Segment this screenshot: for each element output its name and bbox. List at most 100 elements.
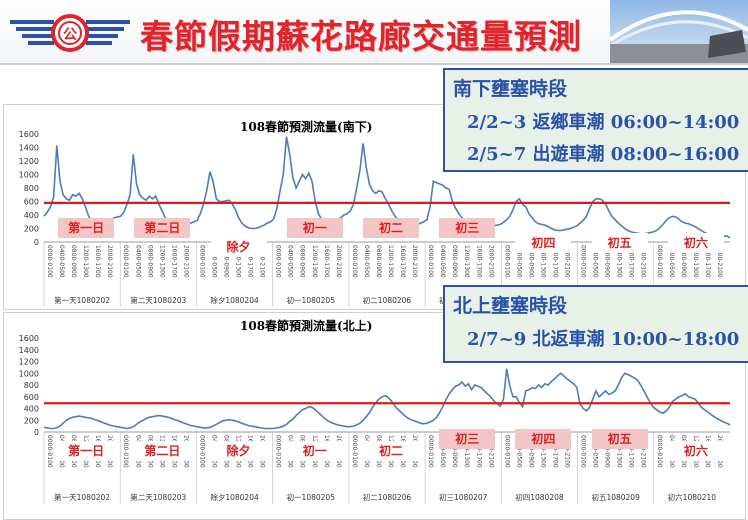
south-time-tick-label: 1200-1300 xyxy=(692,245,699,278)
south-ytick-label: 0 xyxy=(34,238,39,247)
south-time-tick-label: 1600-1700 xyxy=(551,245,558,278)
north-time-tick-label: 1600-1700 xyxy=(475,435,482,468)
south-time-tick-label: 0800-0900 xyxy=(299,245,306,278)
north-day-tag: 第一日 xyxy=(58,441,115,461)
north-time-tick-label: 0000-0100 xyxy=(46,435,53,468)
north-time-tick-label: 0400-0500 xyxy=(515,435,522,468)
south-time-tick-label: 0400-0500 xyxy=(592,245,599,278)
south-time-tick-label: 1600-1700 xyxy=(475,245,482,278)
north-time-tick-label: 2000-2100 xyxy=(487,435,494,468)
south-time-tick-label: 1200-1300 xyxy=(387,245,394,278)
north-time-tick-label: 0000-0100 xyxy=(427,435,434,468)
north-day-label: 初一1080205 xyxy=(287,492,336,502)
north-time-tick-label: 0000-0100 xyxy=(580,435,587,468)
north-congestion-box: 北上壅塞時段 2/7~9 北返車潮 10:00~18:00 xyxy=(443,285,748,363)
south-time-tick-label: 1200-1300 xyxy=(235,245,242,278)
north-time-tick-label: 0000-0100 xyxy=(198,435,205,468)
north-time-tick-label: 0400-0500 xyxy=(592,435,599,468)
north-time-tick-label: 2000-2100 xyxy=(640,435,647,468)
south-time-tick-label: 2000-2100 xyxy=(259,245,266,278)
north-day-tag: 初三 xyxy=(439,429,496,449)
north-ytick-label: 800 xyxy=(24,381,39,390)
south-day-tag: 初三 xyxy=(439,218,496,238)
south-time-tick-label: 0400-0500 xyxy=(439,245,446,278)
south-time-tick-label: 1600-1700 xyxy=(704,245,711,278)
south-time-tick-label: 0000-0100 xyxy=(656,245,663,278)
south-time-tick-label: 1200-1300 xyxy=(158,245,165,278)
south-day-label: 初一1080205 xyxy=(287,295,336,305)
north-day-label: 第二天1080203 xyxy=(130,492,186,502)
bridge-photo xyxy=(610,0,748,64)
south-time-tick-label: 0400-0500 xyxy=(134,245,141,278)
south-day-label: 初二1080206 xyxy=(363,295,412,305)
north-time-tick-label: 1200-1300 xyxy=(539,435,546,468)
logo-text: 公 xyxy=(63,27,77,43)
north-ytick-label: 600 xyxy=(24,393,39,402)
south-time-tick-label: 2000-2100 xyxy=(564,245,571,278)
south-time-tick-label: 0000-0100 xyxy=(503,245,510,278)
south-day-tag: 第二日 xyxy=(134,218,191,238)
south-time-tick-label: 0800-0900 xyxy=(146,245,153,278)
south-time-tick-label: 2000-2100 xyxy=(640,245,647,278)
north-day-label: 初五1080209 xyxy=(591,492,640,502)
south-time-tick-label: 1600-1700 xyxy=(323,245,330,278)
south-time-tick-label: 2000-2100 xyxy=(335,245,342,278)
north-day-tag: 初四 xyxy=(515,429,572,449)
south-time-tick-label: 1600-1700 xyxy=(94,245,101,278)
south-time-tick-label: 2000-2100 xyxy=(106,245,113,278)
south-chart-title: 108春節預測流量(南下) xyxy=(240,120,373,134)
north-day-label: 初三1080207 xyxy=(439,492,488,502)
north-day-label: 初四1080208 xyxy=(515,492,564,502)
north-day-tag: 初五 xyxy=(591,429,648,449)
south-time-tick-label: 0800-0900 xyxy=(375,245,382,278)
south-day-tag: 初五 xyxy=(591,233,648,253)
south-ytick-label: 1200 xyxy=(19,157,39,166)
south-time-tick-label: 0400-0500 xyxy=(515,245,522,278)
page-title: 春節假期蘇花路廊交通量預測 xyxy=(140,17,582,56)
north-day-label: 除夕1080204 xyxy=(210,492,259,502)
north-box-line-1: 2/7~9 北返車潮 10:00~18:00 xyxy=(467,329,740,350)
south-time-tick-label: 1600-1700 xyxy=(628,245,635,278)
north-time-tick-label: 0800-0900 xyxy=(451,435,458,468)
north-time-tick-label: 1200-1300 xyxy=(616,435,623,468)
north-time-tick-label: 2000-2100 xyxy=(564,435,571,468)
south-day-tag: 初六 xyxy=(667,233,724,253)
north-day-label: 第一天1080202 xyxy=(54,492,110,502)
north-time-tick-label: 1600-1700 xyxy=(551,435,558,468)
south-box-line-2: 2/5~7 出遊車潮 08:00~16:00 xyxy=(467,144,740,165)
north-series-line xyxy=(43,368,731,430)
north-ytick-label: 1600 xyxy=(19,334,39,343)
north-time-tick-label: 0000-0100 xyxy=(275,435,282,468)
south-time-tick-label: 0800-0900 xyxy=(604,245,611,278)
south-time-tick-label: 2000-2100 xyxy=(182,245,189,278)
south-time-tick-label: 0000-0100 xyxy=(275,245,282,278)
north-day-tag: 初二 xyxy=(363,441,419,461)
north-ytick-label: 1200 xyxy=(19,358,39,367)
south-day-tag: 第一日 xyxy=(58,218,115,238)
south-time-tick-label: 0000-0100 xyxy=(580,245,587,278)
south-time-tick-label: 1600-1700 xyxy=(170,245,177,278)
south-time-tick-label: 0400-0500 xyxy=(58,245,65,278)
south-time-tick-label: 1200-1300 xyxy=(616,245,623,278)
north-ytick-label: 1400 xyxy=(19,346,39,355)
north-time-tick-label: 0000-0100 xyxy=(503,435,510,468)
south-ytick-label: 1400 xyxy=(19,144,39,153)
north-day-label: 初二1080206 xyxy=(363,492,412,502)
south-time-tick-label: 2000-2100 xyxy=(487,245,494,278)
north-time-tick-label: 1200-1300 xyxy=(463,435,470,468)
south-ytick-label: 1000 xyxy=(19,171,39,180)
south-time-tick-label: 1600-1700 xyxy=(399,245,406,278)
north-ytick-label: 400 xyxy=(24,405,39,414)
north-ytick-label: 200 xyxy=(24,416,39,425)
south-ytick-label: 200 xyxy=(24,225,39,234)
north-day-label: 初六1080210 xyxy=(668,492,717,502)
north-ytick-label: 1000 xyxy=(19,369,39,378)
south-time-tick-label: 1200-1300 xyxy=(311,245,318,278)
south-day-tag: 除夕 xyxy=(210,237,267,257)
south-congestion-box: 南下壅塞時段 2/2~3 返鄉車潮 06:00~14:00 2/5~7 出遊車潮… xyxy=(443,68,748,172)
south-time-tick-label: 0000-0100 xyxy=(427,245,434,278)
south-time-tick-label: 1600-1700 xyxy=(247,245,254,278)
header-divider xyxy=(0,63,748,65)
south-day-tag: 初二 xyxy=(363,218,419,238)
south-time-tick-label: 1200-1300 xyxy=(82,245,89,278)
